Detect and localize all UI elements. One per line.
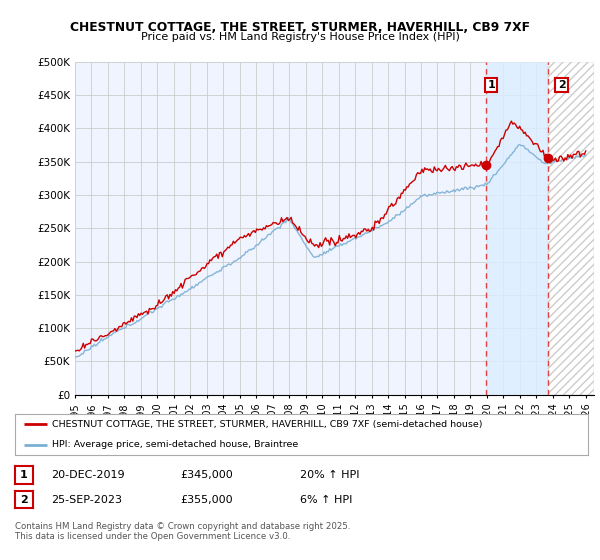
Text: £345,000: £345,000 (180, 470, 233, 480)
Text: 1: 1 (20, 470, 28, 480)
Text: CHESTNUT COTTAGE, THE STREET, STURMER, HAVERHILL, CB9 7XF (semi-detached house): CHESTNUT COTTAGE, THE STREET, STURMER, H… (52, 419, 483, 428)
Text: CHESTNUT COTTAGE, THE STREET, STURMER, HAVERHILL, CB9 7XF: CHESTNUT COTTAGE, THE STREET, STURMER, H… (70, 21, 530, 34)
Text: 25-SEP-2023: 25-SEP-2023 (51, 494, 122, 505)
Text: HPI: Average price, semi-detached house, Braintree: HPI: Average price, semi-detached house,… (52, 440, 298, 449)
Text: 20-DEC-2019: 20-DEC-2019 (51, 470, 125, 480)
Text: 20% ↑ HPI: 20% ↑ HPI (300, 470, 359, 480)
Text: Price paid vs. HM Land Registry's House Price Index (HPI): Price paid vs. HM Land Registry's House … (140, 32, 460, 42)
Text: 6% ↑ HPI: 6% ↑ HPI (300, 494, 352, 505)
Text: 1: 1 (487, 80, 495, 90)
Text: Contains HM Land Registry data © Crown copyright and database right 2025.
This d: Contains HM Land Registry data © Crown c… (15, 522, 350, 542)
Text: £355,000: £355,000 (180, 494, 233, 505)
Text: 2: 2 (557, 80, 565, 90)
Text: 2: 2 (20, 494, 28, 505)
Bar (487, 62, 548, 395)
Bar (548, 62, 594, 395)
